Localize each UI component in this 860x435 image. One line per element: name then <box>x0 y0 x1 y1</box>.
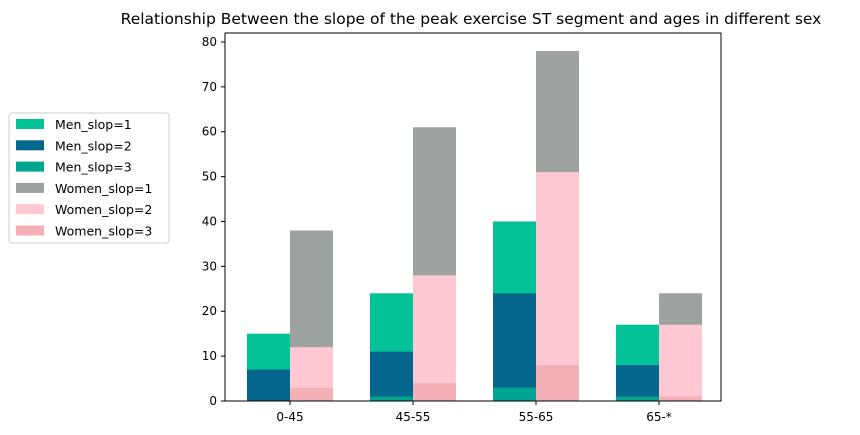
y-tick-label: 60 <box>202 125 217 139</box>
bar-women-slop-3-65- <box>659 396 702 401</box>
legend-swatch <box>16 161 44 172</box>
legend-label: Women_slop=1 <box>55 181 152 196</box>
bar-men-slop-2-65- <box>616 365 659 401</box>
x-tick-label: 55-65 <box>519 410 554 424</box>
y-tick-label: 80 <box>202 35 217 49</box>
legend-label: Men_slop=1 <box>55 117 132 132</box>
legend-label: Men_slop=3 <box>55 160 132 175</box>
y-axis: 0 10 20 30 40 50 60 70 80 <box>202 35 225 408</box>
legend-label: Women_slop=3 <box>55 224 152 239</box>
legend-label: Women_slop=2 <box>55 202 152 217</box>
bar-men-slop-2-0-45 <box>247 369 290 401</box>
x-tick-label: 0-45 <box>276 410 303 424</box>
legend-swatch <box>16 140 44 151</box>
bars-layer <box>247 50 702 402</box>
bar-women-slop-2-45-55 <box>413 275 456 401</box>
y-tick-label: 10 <box>202 349 217 363</box>
y-tick-label: 0 <box>209 394 217 408</box>
bar-women-slop-2-65- <box>659 324 702 401</box>
x-tick-label: 65-* <box>646 410 672 424</box>
x-tick-label: 45-55 <box>396 410 431 424</box>
bar-women-slop-3-55-65 <box>536 365 579 401</box>
chart-title: Relationship Between the slope of the pe… <box>121 10 822 28</box>
legend-label: Men_slop=2 <box>55 138 132 153</box>
legend-frame <box>8 112 170 244</box>
legend: Men_slop=1 Men_slop=2 Men_slop=3 Women_slop… <box>8 112 170 244</box>
bar-men-slop-3-65- <box>616 396 659 401</box>
x-axis: 0-45 45-55 55-65 65-* <box>276 401 672 424</box>
bar-men-slop-2-45-55 <box>370 351 413 401</box>
bar-women-slop-3-0-45 <box>290 387 333 401</box>
legend-swatch <box>16 225 44 236</box>
bar-women-slop-3-45-55 <box>413 383 456 401</box>
bar-men-slop-3-55-65 <box>493 387 536 401</box>
y-tick-label: 50 <box>202 170 217 184</box>
bar-women-slop-2-55-65 <box>536 172 579 401</box>
y-tick-label: 40 <box>202 214 217 228</box>
y-tick-label: 30 <box>202 259 217 273</box>
legend-swatch <box>16 182 44 193</box>
plot-frame <box>224 32 722 402</box>
y-tick-label: 20 <box>202 304 217 318</box>
legend-swatch <box>16 119 44 129</box>
bar-men-slop-2-55-65 <box>493 293 536 401</box>
bar-men-slop-3-45-55 <box>370 396 413 401</box>
y-tick-label: 70 <box>202 80 217 94</box>
legend-swatch <box>16 204 44 215</box>
